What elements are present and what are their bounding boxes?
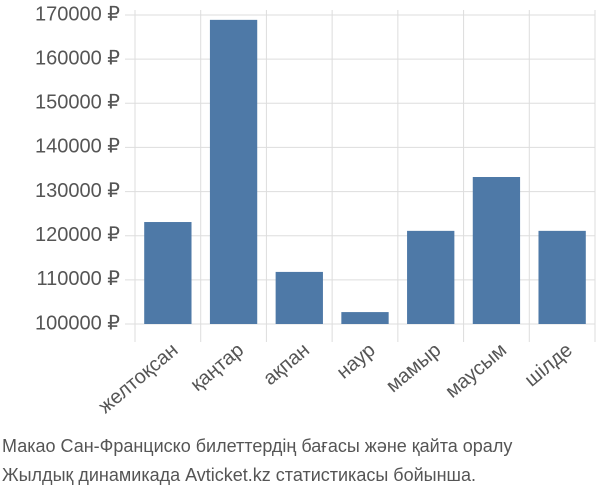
y-tick-label: 130000 ₽ — [35, 180, 120, 202]
x-tick-label: шілде — [521, 339, 577, 391]
y-tick-label: 120000 ₽ — [35, 224, 120, 246]
y-tick-label: 140000 ₽ — [35, 136, 120, 158]
caption-line: Макао Сан-Франциско билеттердің бағасы ж… — [2, 436, 512, 456]
x-tick-label: маусым — [441, 339, 511, 402]
x-tick-label: ақпан — [259, 339, 314, 390]
x-tick-label: наур — [333, 339, 380, 383]
bar — [407, 230, 455, 324]
bar — [144, 222, 192, 324]
x-tick-label: желтоқсан — [94, 339, 182, 418]
bar — [209, 19, 258, 325]
y-tick-label: 100000 ₽ — [35, 312, 120, 334]
y-tick-label: 150000 ₽ — [35, 92, 120, 114]
bar — [472, 177, 521, 324]
y-tick-label: 160000 ₽ — [35, 47, 120, 69]
y-tick-label: 170000 ₽ — [35, 3, 120, 25]
bar — [275, 271, 323, 324]
bar — [341, 312, 389, 324]
x-tick-label: мамыр — [382, 339, 445, 397]
caption-line: Жылдық динамикада Avticket.kz статистика… — [2, 465, 476, 485]
y-tick-label: 110000 ₽ — [36, 268, 120, 290]
x-tick-label: қаңтар — [186, 339, 248, 396]
bar — [538, 230, 586, 324]
